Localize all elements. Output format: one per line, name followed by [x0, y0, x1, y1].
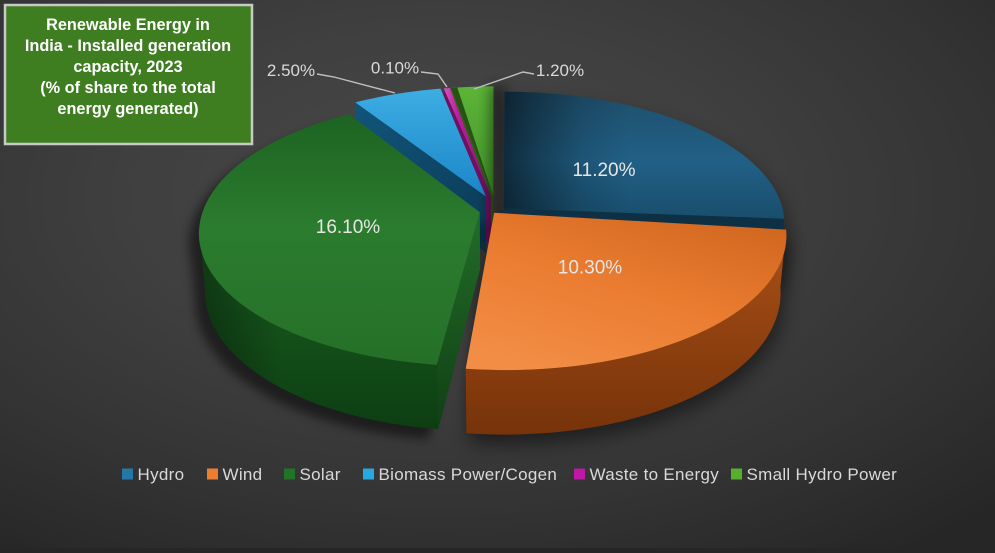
svg-text:2.50%: 2.50%	[267, 61, 315, 80]
svg-text:India - Installed generation: India - Installed generation	[25, 37, 231, 55]
svg-text:Wind: Wind	[223, 465, 263, 484]
svg-text:Biomass Power/Cogen: Biomass Power/Cogen	[379, 465, 558, 484]
svg-text:10.30%: 10.30%	[558, 258, 623, 279]
svg-text:Small Hydro Power: Small Hydro Power	[747, 465, 898, 484]
svg-text:energy generated): energy generated)	[57, 100, 198, 118]
svg-text:Waste to Energy: Waste to Energy	[590, 465, 720, 484]
svg-text:11.20%: 11.20%	[572, 160, 635, 181]
svg-text:Hydro: Hydro	[138, 465, 185, 484]
svg-text:0.10%: 0.10%	[371, 59, 419, 78]
svg-text:Solar: Solar	[300, 465, 341, 484]
svg-text:Renewable Energy in: Renewable Energy in	[46, 16, 210, 34]
svg-text:(% of share to the total: (% of share to the total	[40, 79, 216, 97]
svg-text:16.10%: 16.10%	[316, 217, 381, 238]
svg-text:capacity, 2023: capacity, 2023	[73, 58, 182, 76]
svg-text:1.20%: 1.20%	[536, 61, 584, 80]
